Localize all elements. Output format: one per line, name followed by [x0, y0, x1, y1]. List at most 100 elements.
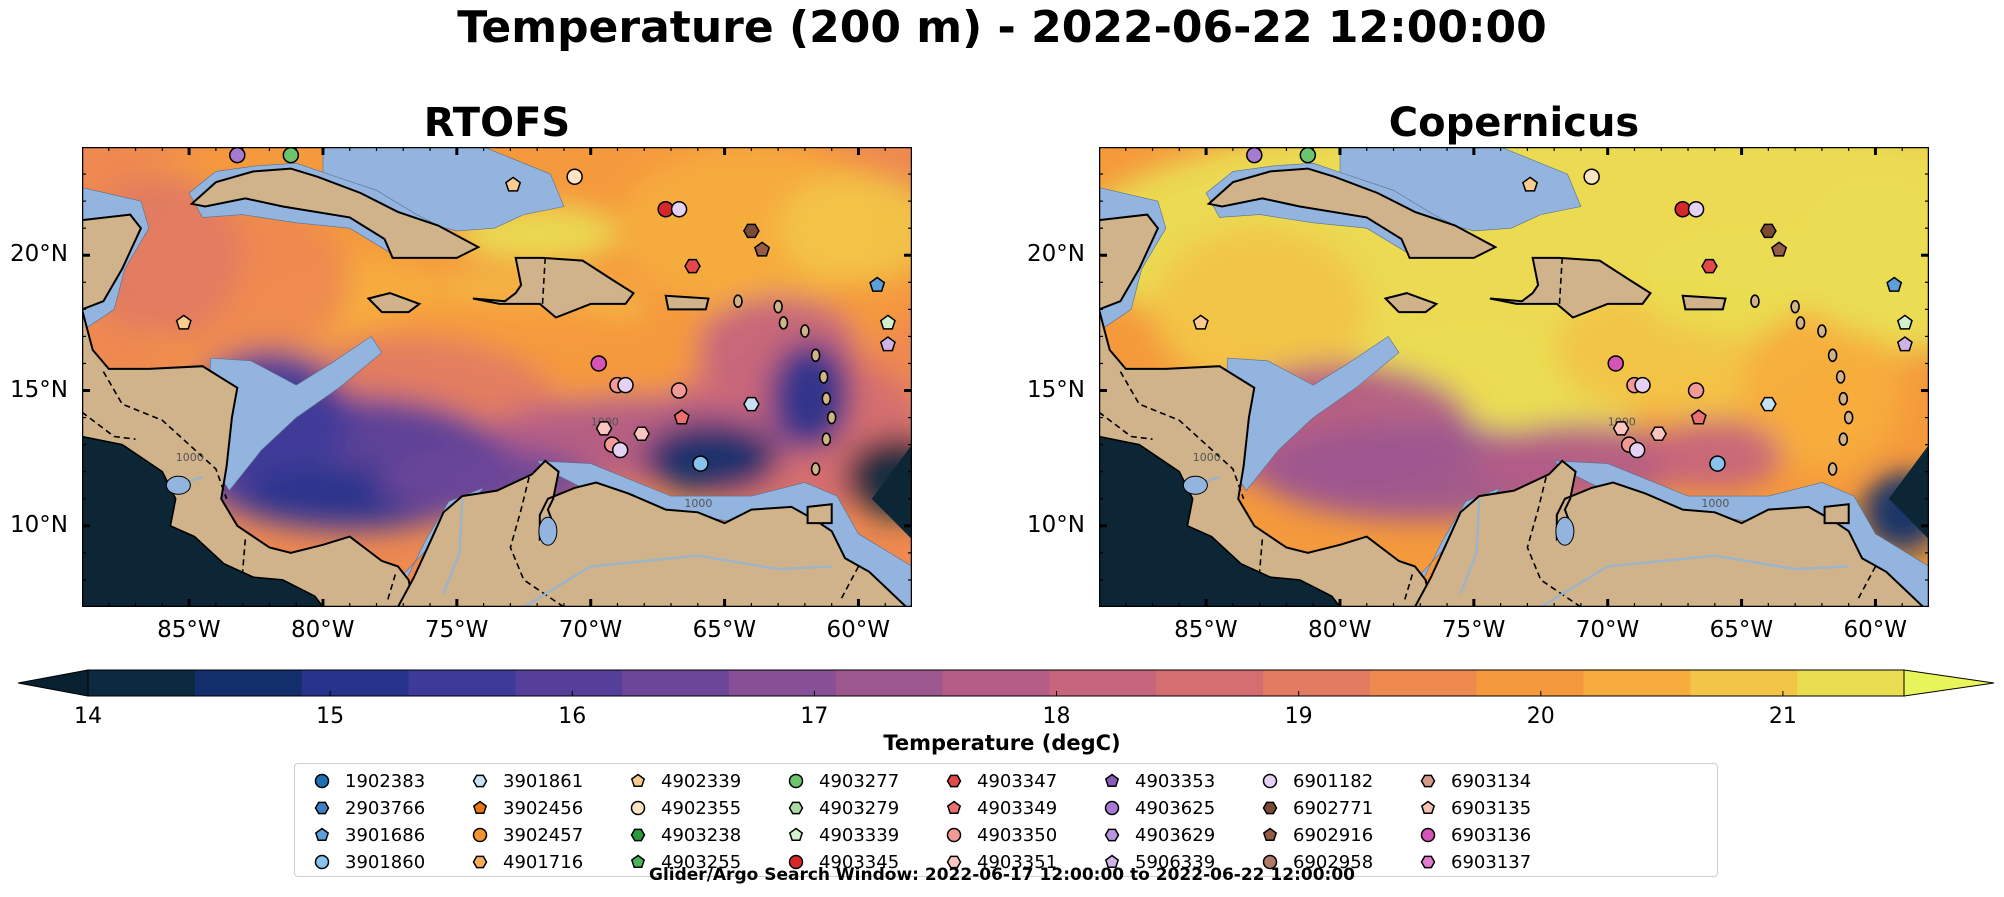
island-antilles [810, 462, 821, 476]
circle-marker-icon [1262, 854, 1278, 870]
border-line [82, 411, 136, 440]
island-antilles [1843, 410, 1854, 425]
legend-marker [314, 801, 330, 815]
legend-item: 6902771 [1261, 795, 1373, 821]
hexagon-marker-icon [946, 855, 962, 869]
colorbar-tick-label: 19 [1284, 704, 1313, 729]
legend-marker [788, 773, 804, 789]
pentagon-marker-icon [1420, 800, 1436, 815]
lat-tick-label: 20°N [10, 241, 68, 268]
border-line [1403, 574, 1414, 602]
circle-marker-icon [314, 773, 330, 789]
legend-marker [472, 855, 488, 869]
legend-label: 4903347 [977, 770, 1058, 792]
legend-marker [788, 801, 804, 815]
lake-nicaragua [1182, 475, 1208, 495]
pentagon-marker-icon [630, 773, 646, 788]
panel-title-copernicus: Copernicus [1388, 100, 1640, 146]
legend-marker [788, 827, 804, 842]
float-marker [505, 176, 522, 192]
float-marker [566, 168, 583, 186]
float-marker [1650, 426, 1667, 442]
lon-tick-label: 85°W [1174, 617, 1238, 643]
colorbar-tick-label: 17 [800, 704, 829, 729]
float-marker [692, 455, 709, 472]
legend-item: 4903277 [787, 768, 899, 794]
lon-tick-label: 60°W [1843, 617, 1907, 643]
colorbar-title: Temperature (degC) [883, 731, 1121, 755]
legend-label: 3901686 [345, 824, 426, 846]
lon-tick-label: 70°W [1575, 617, 1640, 643]
float-marker [673, 409, 690, 425]
island-antilles [1838, 391, 1849, 406]
lon-tick-label: 85°W [157, 617, 221, 643]
lon-tick-label: 75°W [424, 617, 489, 643]
colorbar-under-arrow [17, 669, 89, 697]
circle-marker-icon [946, 827, 962, 843]
float-marker [743, 223, 760, 239]
float-marker [879, 314, 896, 330]
land-trinidad [806, 503, 833, 525]
legend-item: 4903339 [787, 822, 899, 848]
legend-label: 4903353 [1135, 770, 1216, 792]
colorbar-tick-label: 15 [316, 704, 345, 729]
land-southAmerica [1413, 459, 1929, 607]
colorbar-segment [942, 670, 1050, 696]
legend-label: 3901860 [345, 851, 426, 873]
colorbar-segment [88, 670, 196, 696]
legend-marker [314, 854, 330, 870]
float-marker [1687, 200, 1705, 218]
colorbar-tick-label: 14 [74, 704, 102, 729]
pentagon-marker-icon [946, 800, 962, 815]
legend-label: 4903629 [1135, 824, 1216, 846]
legend-marker [1262, 773, 1278, 789]
lake-maracaibo [1555, 516, 1575, 546]
island-antilles [1827, 462, 1838, 476]
pentagon-marker-icon [1262, 827, 1278, 842]
pentagon-marker-icon [630, 854, 646, 869]
map-panel-rtofs: 100010001000 [82, 147, 912, 607]
island-antilles [1817, 324, 1827, 338]
colorbar [17, 668, 1995, 698]
pentagon-marker-icon [1104, 854, 1120, 869]
legend-label: 3902456 [503, 797, 584, 819]
island-antilles [810, 348, 821, 363]
lat-tick-label: 20°N [1027, 241, 1085, 268]
hexagon-marker-icon [472, 855, 488, 869]
legend-marker [630, 773, 646, 788]
island-antilles [826, 410, 837, 425]
pentagon-marker-icon [1104, 773, 1120, 788]
legend-label: 4903351 [977, 851, 1058, 873]
legend-marker [1420, 774, 1436, 788]
lon-tick-label: 80°W [1307, 617, 1372, 643]
border-line [1258, 539, 1264, 572]
land-jamaica [1383, 292, 1439, 314]
float-marker [1634, 376, 1651, 394]
legend-item: 4903279 [787, 795, 899, 821]
legend-marker [1420, 827, 1436, 843]
legend-label: 4903339 [819, 824, 900, 846]
colorbar-tick-label: 20 [1526, 704, 1555, 729]
float-marker [1709, 455, 1726, 472]
legend-item: 1902383 [313, 768, 425, 794]
float-marker [595, 421, 613, 436]
hexagon-marker-icon [1420, 855, 1436, 869]
map-copernicus: 100010001000 [1099, 147, 1929, 607]
colorbar-graphic [17, 669, 1995, 697]
island-antilles [1835, 370, 1846, 384]
lat-tick-label: 10°N [1027, 511, 1085, 538]
colorbar-tick-label: 16 [558, 704, 587, 729]
float-marker [1192, 314, 1209, 330]
legend-item: 4903255 [629, 849, 741, 875]
float-marker [684, 258, 701, 274]
colorbar-segment [1583, 670, 1691, 696]
legend-marker [1104, 828, 1120, 842]
legend-label: 4903350 [977, 824, 1058, 846]
panel-title-rtofs: RTOFS [423, 100, 571, 146]
colorbar-segment [835, 670, 944, 696]
legend-item: 6902916 [1261, 822, 1373, 848]
legend-marker [314, 827, 330, 842]
border-line [1119, 371, 1245, 500]
island-antilles [821, 432, 832, 447]
hexagon-marker-icon [1104, 828, 1120, 842]
